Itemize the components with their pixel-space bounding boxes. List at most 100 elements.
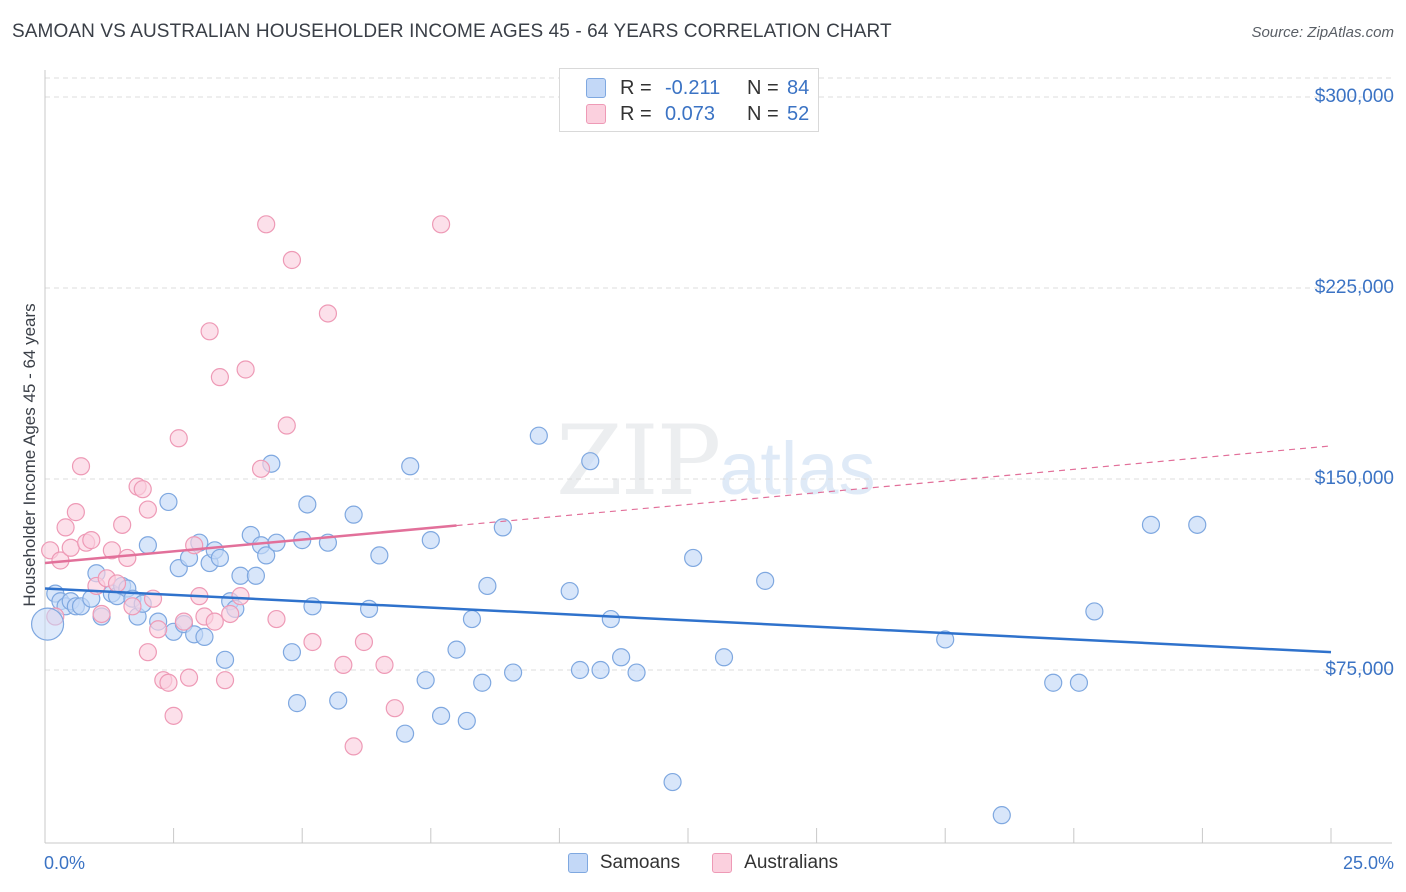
- australians-legend-label: Australians: [744, 852, 839, 873]
- chart-title: SAMOAN VS AUSTRALIAN HOUSEHOLDER INCOME …: [12, 21, 892, 42]
- australian-point: [354, 632, 374, 652]
- samoan-point: [231, 566, 250, 585]
- australian-point: [277, 416, 296, 435]
- australian-point: [133, 480, 152, 499]
- samoan-point: [663, 772, 682, 792]
- samoan-point: [195, 627, 214, 646]
- australian-point: [179, 668, 199, 687]
- australian-point: [318, 304, 338, 323]
- australian-point: [210, 368, 229, 387]
- samoan-point: [627, 663, 646, 682]
- australian-trend-line: [44, 524, 457, 565]
- australian-point: [231, 587, 250, 606]
- samoan-point: [570, 660, 590, 680]
- australian-point: [385, 699, 404, 718]
- australian-point: [71, 457, 91, 476]
- n-value: 52: [787, 102, 810, 125]
- australian-point: [375, 655, 394, 675]
- samoan-point: [756, 571, 775, 590]
- australians-swatch: [586, 104, 606, 124]
- australian-point: [205, 612, 224, 631]
- samoans-swatch: [586, 78, 606, 98]
- samoan-point: [504, 663, 523, 682]
- australian-point: [61, 538, 80, 557]
- australian-point: [344, 737, 363, 756]
- samoans-legend-label: Samoans: [599, 852, 681, 873]
- y-tick-label-75000: $75,000: [1325, 659, 1394, 680]
- samoan-point: [210, 548, 229, 568]
- samoan-point: [421, 531, 440, 550]
- australian-point: [56, 518, 75, 537]
- australian-point: [169, 429, 188, 448]
- australian-point: [159, 673, 178, 692]
- australian-point: [113, 515, 132, 534]
- australian-point: [164, 706, 183, 725]
- stats-legend: R = -0.211 N = 84 R = 0.073 N = 52: [559, 68, 819, 132]
- samoan-point: [30, 607, 65, 641]
- samoans-legend-swatch: [567, 853, 588, 873]
- r-label: R =: [620, 102, 652, 125]
- samoan-point: [992, 806, 1011, 825]
- samoan-point: [246, 566, 266, 585]
- samoan-point: [1141, 515, 1161, 534]
- australian-point: [66, 503, 85, 522]
- x-tick-label-min: 0.0%: [44, 853, 86, 873]
- australian-point: [138, 643, 157, 662]
- samoan-point: [447, 640, 466, 659]
- n-value: 84: [787, 76, 810, 99]
- samoan-point: [529, 426, 548, 445]
- source-label: Source: ZipAtlas.com: [1251, 24, 1394, 41]
- samoan-point: [493, 518, 512, 537]
- australian-point: [107, 574, 127, 593]
- r-label: R =: [620, 76, 652, 99]
- samoan-point: [298, 495, 317, 514]
- samoan-point: [1188, 515, 1207, 534]
- samoan-point: [478, 576, 497, 596]
- samoan-point: [473, 673, 492, 692]
- samoan-point: [159, 492, 178, 512]
- samoan-point: [457, 711, 476, 731]
- y-tick-label-225000: $225,000: [1314, 277, 1394, 298]
- samoan-point: [370, 546, 389, 565]
- samoan-point: [344, 505, 363, 524]
- samoan-point: [591, 660, 610, 680]
- samoan-point: [1069, 673, 1089, 692]
- samoan-point: [684, 548, 703, 568]
- watermark-atlas: atlas: [719, 427, 876, 510]
- samoan-point: [431, 706, 451, 725]
- samoan-point: [287, 694, 307, 713]
- australian-point: [174, 612, 193, 631]
- australian-point: [431, 215, 451, 234]
- australian-point: [92, 604, 111, 624]
- n-label: N =: [747, 76, 779, 99]
- samoan-trend-line: [44, 587, 1332, 654]
- r-value: -0.211: [665, 76, 721, 99]
- samoan-point: [936, 630, 955, 649]
- samoan-point: [714, 648, 734, 667]
- y-tick-label-300000: $300,000: [1314, 86, 1394, 107]
- samoan-point: [581, 452, 600, 471]
- legend-row-australians: R = 0.073 N = 52: [586, 102, 809, 126]
- samoan-point: [612, 648, 631, 667]
- y-axis-label: Householder Income Ages 45 - 64 years: [20, 303, 39, 607]
- samoan-point: [1044, 673, 1063, 692]
- samoan-point: [462, 609, 482, 629]
- australian-point: [123, 597, 142, 616]
- samoan-point: [401, 457, 420, 476]
- samoan-point: [416, 671, 435, 690]
- australian-point: [138, 500, 157, 519]
- n-label: N =: [747, 102, 779, 125]
- series-legend: Samoans Australians: [0, 852, 1406, 874]
- y-tick-label-150000: $150,000: [1314, 468, 1394, 489]
- samoan-point: [601, 609, 620, 629]
- australian-point: [303, 632, 322, 652]
- australian-point: [215, 671, 235, 690]
- legend-item-samoans: Samoans: [567, 852, 681, 874]
- australian-point: [236, 360, 255, 379]
- australians-legend-swatch: [712, 853, 733, 873]
- australian-point: [334, 655, 353, 675]
- samoan-point: [215, 650, 235, 669]
- samoan-point: [282, 643, 302, 662]
- samoan-point: [560, 581, 579, 601]
- legend-row-samoans: R = -0.211 N = 84: [586, 76, 809, 100]
